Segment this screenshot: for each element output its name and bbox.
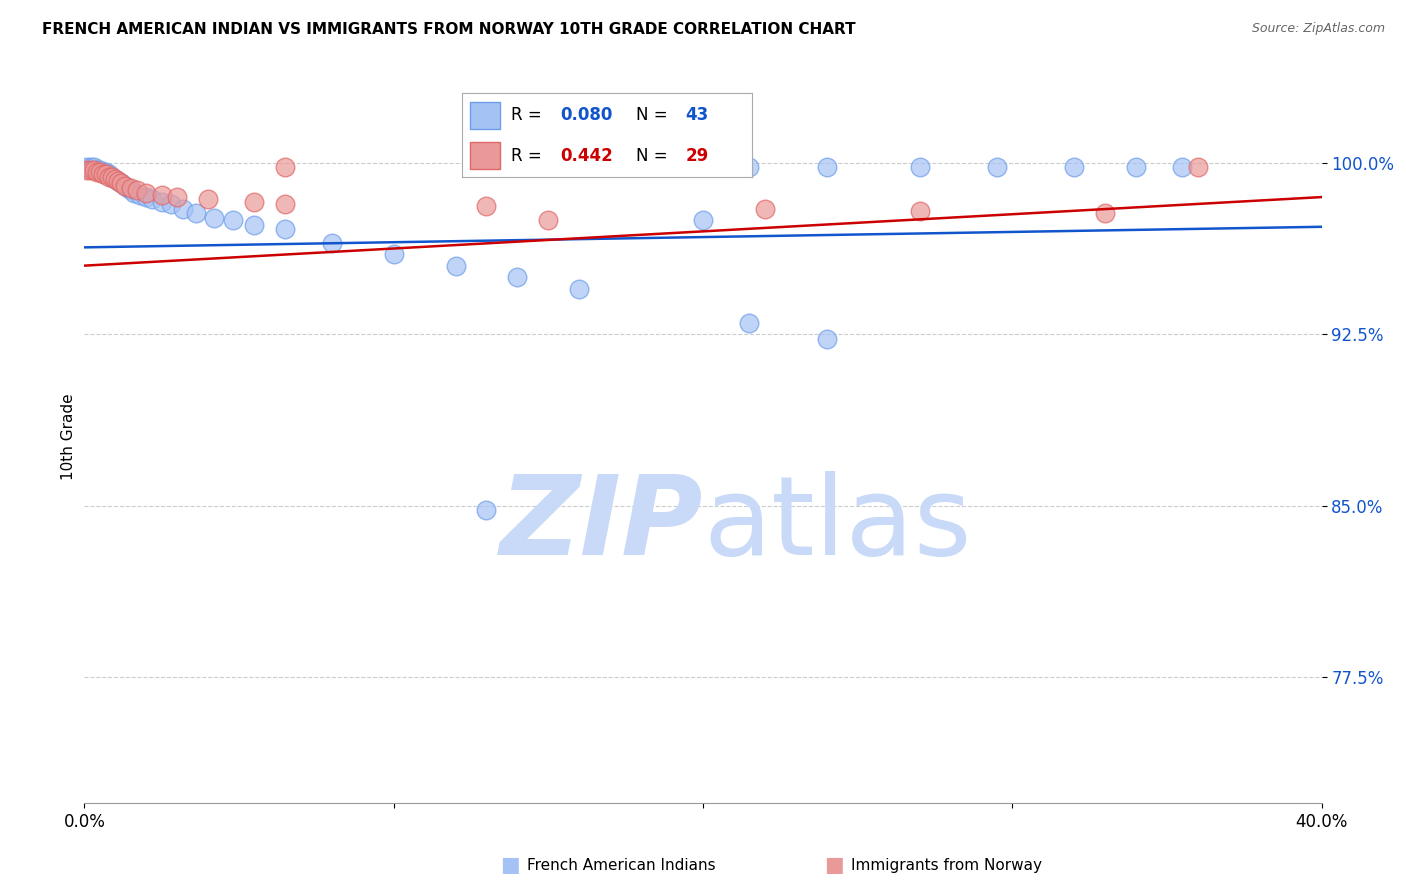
Point [197,193,219,207]
Point [94,167,117,181]
Point [568,281,591,295]
Point [1171,161,1194,175]
Text: ZIP: ZIP [499,471,703,578]
Point [114,178,136,193]
Point [117,181,139,195]
Point [107,174,129,188]
Point [160,197,183,211]
Point [141,193,163,207]
Point [1187,161,1209,175]
Point [274,197,297,211]
Point [815,161,838,175]
Point [537,213,560,227]
Point [79,161,101,175]
Point [738,316,761,330]
Point [129,187,152,202]
Point [475,161,498,175]
Point [135,186,157,200]
Point [79,162,101,177]
Text: ■: ■ [824,855,844,875]
Point [122,186,145,200]
Point [86,165,108,179]
Point [101,169,124,184]
Point [475,199,498,213]
Point [754,202,776,216]
Point [104,171,127,186]
Point [104,171,127,186]
Text: French American Indians: French American Indians [527,858,716,872]
Point [86,162,108,177]
Point [506,270,529,285]
Point [83,161,105,175]
Point [120,181,142,195]
Point [150,194,173,209]
Point [243,194,266,209]
Point [114,178,136,193]
Point [382,247,405,261]
Point [83,162,105,177]
Point [986,161,1008,175]
Point [1094,206,1116,220]
Point [274,222,297,236]
Point [815,332,838,346]
Text: FRENCH AMERICAN INDIAN VS IMMIGRANTS FROM NORWAY 10TH GRADE CORRELATION CHART: FRENCH AMERICAN INDIAN VS IMMIGRANTS FRO… [42,22,856,37]
Point [120,183,142,197]
Point [110,177,132,191]
Point [1125,161,1147,175]
Point [98,167,121,181]
Point [202,211,225,225]
Point [101,169,124,184]
Point [908,161,931,175]
Point [692,213,714,227]
Point [150,187,173,202]
Point [91,165,114,179]
Point [76,161,98,175]
Point [110,177,132,191]
Point [89,162,111,177]
Point [1063,161,1085,175]
Point [172,202,194,216]
Point [89,165,111,179]
Point [274,161,297,175]
Point [222,213,245,227]
Text: Source: ZipAtlas.com: Source: ZipAtlas.com [1251,22,1385,36]
Point [125,183,148,197]
Point [738,161,761,175]
Point [107,174,129,188]
Point [166,190,188,204]
Point [91,167,114,181]
Point [184,206,207,220]
Point [475,503,498,517]
Text: ■: ■ [501,855,520,875]
Point [444,259,467,273]
Y-axis label: 10th Grade: 10th Grade [60,393,76,481]
Point [94,165,117,179]
Point [98,169,121,184]
Point [76,162,98,177]
Text: atlas: atlas [703,471,972,578]
Point [243,218,266,232]
Text: Immigrants from Norway: Immigrants from Norway [851,858,1042,872]
Point [908,203,931,218]
Point [135,190,157,204]
Point [321,235,343,250]
